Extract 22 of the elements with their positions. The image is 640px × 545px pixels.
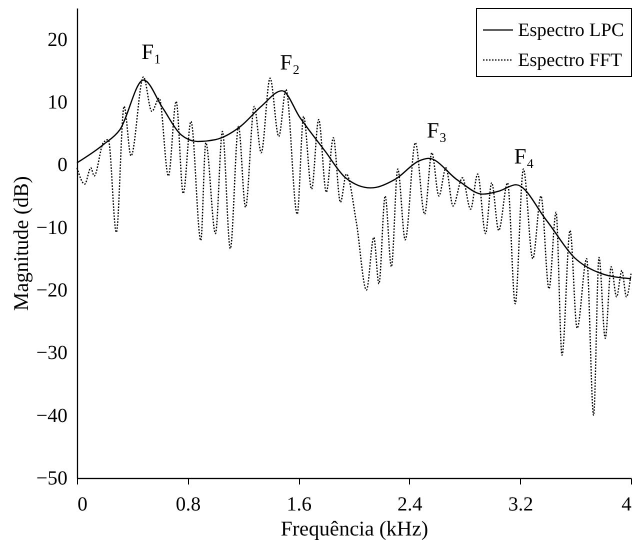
y-tick-label: 20 bbox=[48, 28, 68, 51]
legend-label: Espectro LPC bbox=[518, 20, 624, 41]
annotation: F₂ bbox=[280, 50, 300, 75]
y-tick-label: −20 bbox=[36, 280, 68, 302]
x-tick-label: 0.8 bbox=[176, 494, 201, 516]
y-tick-label: −10 bbox=[36, 216, 68, 239]
x-tick-label: 3.2 bbox=[508, 494, 534, 516]
x-tick-label: 1.6 bbox=[286, 494, 312, 516]
y-tick-label: −40 bbox=[36, 404, 68, 427]
annotation: F₄ bbox=[514, 144, 534, 169]
x-tick-label: 2.4 bbox=[397, 494, 422, 516]
y-axis-title: Magnitude (dB) bbox=[9, 176, 34, 311]
y-tick-label: −50 bbox=[36, 468, 68, 490]
x-tick-label: 0 bbox=[78, 494, 88, 516]
y-tick-label: 10 bbox=[48, 92, 68, 114]
x-axis-title: Frequência (kHz) bbox=[280, 516, 428, 540]
y-tick-label: −30 bbox=[36, 342, 68, 364]
annotation: F₃ bbox=[426, 117, 447, 142]
legend-label: Espectro FFT bbox=[518, 50, 622, 71]
x-tick-label: 4 bbox=[622, 494, 632, 516]
y-tick-label: 0 bbox=[58, 154, 68, 176]
annotation: F₁ bbox=[142, 39, 162, 64]
